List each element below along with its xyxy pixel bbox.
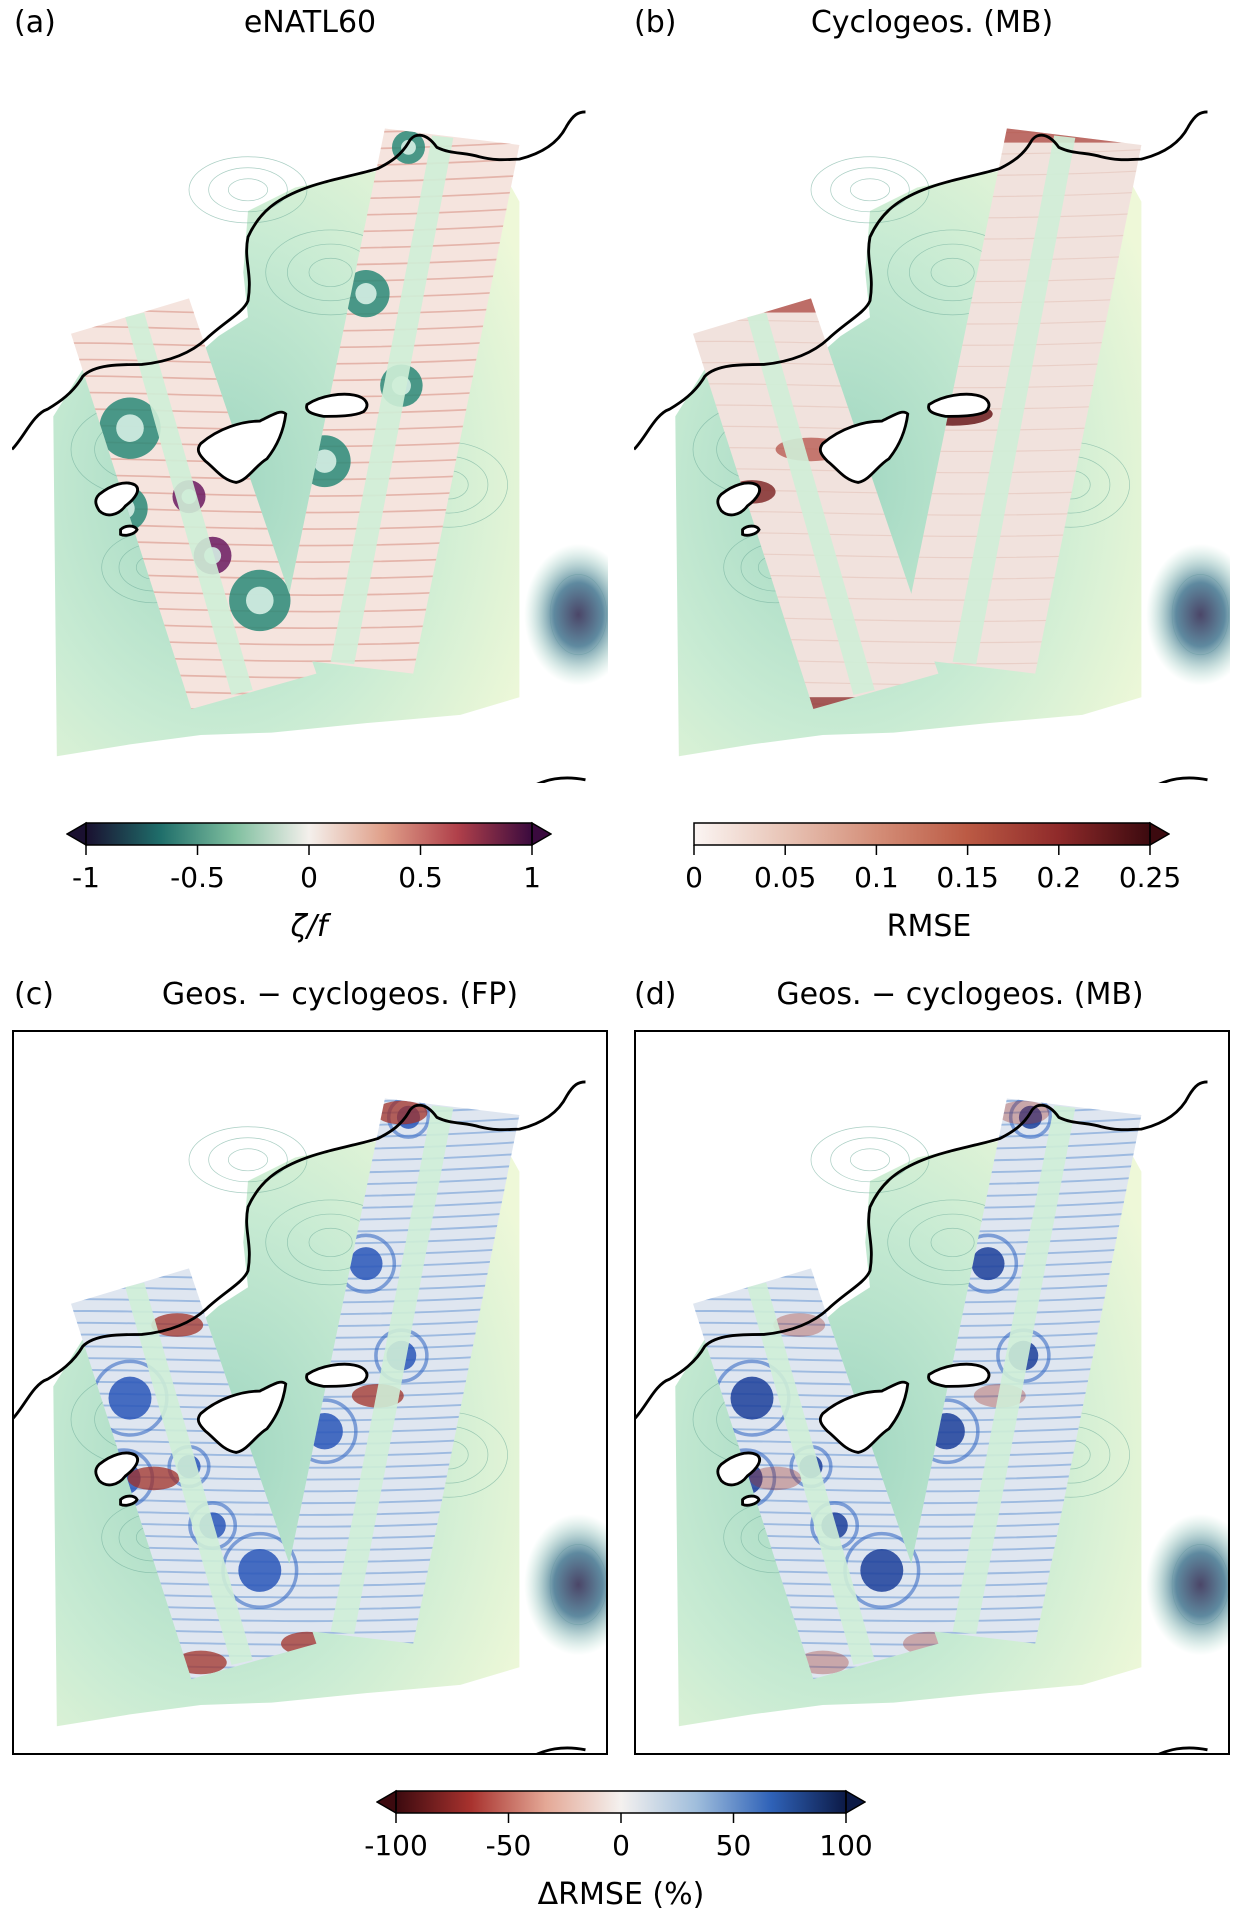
colorbar-tick-label: 0: [300, 861, 318, 894]
minorca-island: [927, 1362, 991, 1388]
swath-gap: [125, 312, 253, 695]
minorca-island: [305, 392, 369, 418]
ibiza-island: [716, 1451, 761, 1487]
panel-b-title: Cyclogeos. (MB): [810, 5, 1054, 40]
panel-d-label: (d): [634, 977, 677, 1012]
map-frame: [12, 1030, 608, 1755]
colorbar-tick-label: 0: [612, 1829, 630, 1862]
colorbar-tick-label: 100: [819, 1829, 873, 1862]
deep-eddy: [524, 1513, 608, 1656]
formentera-island: [741, 524, 761, 537]
colorbar-tick-label: -0.5: [170, 861, 225, 894]
colorbar-rmse-label: RMSE: [886, 909, 972, 944]
sea-contour: [188, 156, 308, 224]
coastline: [634, 1080, 1208, 1421]
deep-eddy: [1146, 543, 1230, 686]
colorbar-tick-label: 0.1: [854, 861, 899, 894]
majorca-island: [818, 1380, 910, 1454]
sea-contour: [830, 167, 910, 213]
coastline: [634, 110, 1208, 451]
coastline: [1158, 776, 1208, 783]
sea-contour: [930, 1227, 975, 1257]
formentera-island: [119, 524, 139, 537]
deep-eddy: [524, 543, 608, 686]
minorca-island: [305, 1362, 369, 1388]
swath-gap: [330, 135, 454, 665]
colorbar-rmse: [693, 821, 1170, 855]
colorbar-gradient: [694, 823, 1150, 845]
panel-c-label: (c): [14, 977, 54, 1012]
colorbar-tick-label: -50: [485, 1829, 532, 1862]
sea-contour: [810, 156, 930, 224]
formentera-island: [741, 1494, 761, 1507]
map-frame: [634, 1030, 1230, 1755]
sea-contour: [810, 1126, 930, 1194]
colorbar-tick-label: 0: [685, 861, 703, 894]
panel-a-title: eNATL60: [243, 5, 377, 40]
panel-d-title: Geos. − cyclogeos. (MB): [776, 977, 1144, 1012]
colorbar-extend-max: [845, 1789, 866, 1815]
colorbar-tick-label: 0.5: [398, 861, 443, 894]
panel-b-label: (b): [634, 5, 677, 40]
sea-contour: [208, 167, 288, 213]
ibiza-island: [94, 481, 139, 517]
sea-contour: [849, 1148, 891, 1172]
majorca-island: [196, 1380, 288, 1454]
sea-contour: [227, 178, 269, 202]
colorbar-drmse-label: ΔRMSE (%): [537, 1877, 705, 1912]
sea-contour: [308, 257, 353, 287]
formentera-island: [119, 1494, 139, 1507]
deep-eddy: [1146, 1513, 1230, 1656]
swath-gap: [125, 1282, 253, 1665]
sea-contour: [849, 178, 891, 202]
swath-gap: [747, 312, 875, 695]
panel-c-map: [12, 1030, 608, 1755]
swath-gap: [952, 1105, 1076, 1635]
swath-gap: [747, 1282, 875, 1665]
colorbar-extend-max: [1149, 821, 1170, 847]
coastline: [536, 776, 586, 783]
colorbar-rmse-ticks: 0 0.05 0.1 0.15 0.2 0.25: [685, 855, 1181, 895]
coastline: [12, 1080, 586, 1421]
colorbar-tick-label: 1: [523, 861, 541, 894]
sea-contour: [208, 1137, 288, 1183]
colorbar-tick-label: 0.15: [936, 861, 999, 894]
majorca-island: [818, 410, 910, 484]
sea-contour: [188, 1126, 308, 1194]
panel-b-map: [634, 110, 1230, 783]
colorbar-extend-min: [66, 821, 87, 847]
swath-gap: [952, 135, 1076, 665]
majorca-island: [196, 410, 288, 484]
panel-c-title: Geos. − cyclogeos. (FP): [161, 977, 519, 1012]
ibiza-island: [716, 481, 761, 517]
panel-a-label: (a): [14, 5, 56, 40]
sea-contour: [930, 257, 975, 287]
panel-a-map: [12, 110, 608, 783]
colorbar-tick-label: -1: [72, 861, 100, 894]
colorbar-tick-label: -100: [364, 1829, 428, 1862]
sea-contour: [830, 1137, 910, 1183]
colorbar-gradient: [396, 1791, 846, 1813]
sea-contour: [227, 1148, 269, 1172]
colorbar-tick-label: 50: [715, 1829, 752, 1862]
colorbar-vorticity-label: ζ/f: [290, 909, 328, 944]
panel-d-map: [634, 1030, 1230, 1755]
colorbar-extend-max: [531, 821, 552, 847]
ibiza-island: [94, 1451, 139, 1487]
colorbar-drmse-ticks: -100 -50 0 50 100: [364, 1823, 873, 1863]
colorbar-vorticity-ticks: -1 -0.5 0 0.5 1: [66, 855, 552, 895]
sea-contour: [308, 1227, 353, 1257]
colorbar-frame: [693, 822, 1151, 846]
colorbar-drmse: [376, 1789, 866, 1823]
colorbar-tick-label: 0.05: [754, 861, 817, 894]
minorca-island: [927, 392, 991, 418]
colorbar-extend-min: [376, 1789, 397, 1815]
coastline: [12, 110, 586, 451]
colorbar-vorticity: [66, 821, 552, 855]
colorbar-tick-label: 0.25: [1118, 861, 1182, 894]
colorbar-gradient: [86, 823, 532, 845]
colorbar-tick-label: 0.2: [1036, 861, 1082, 894]
swath-gap: [330, 1105, 454, 1635]
